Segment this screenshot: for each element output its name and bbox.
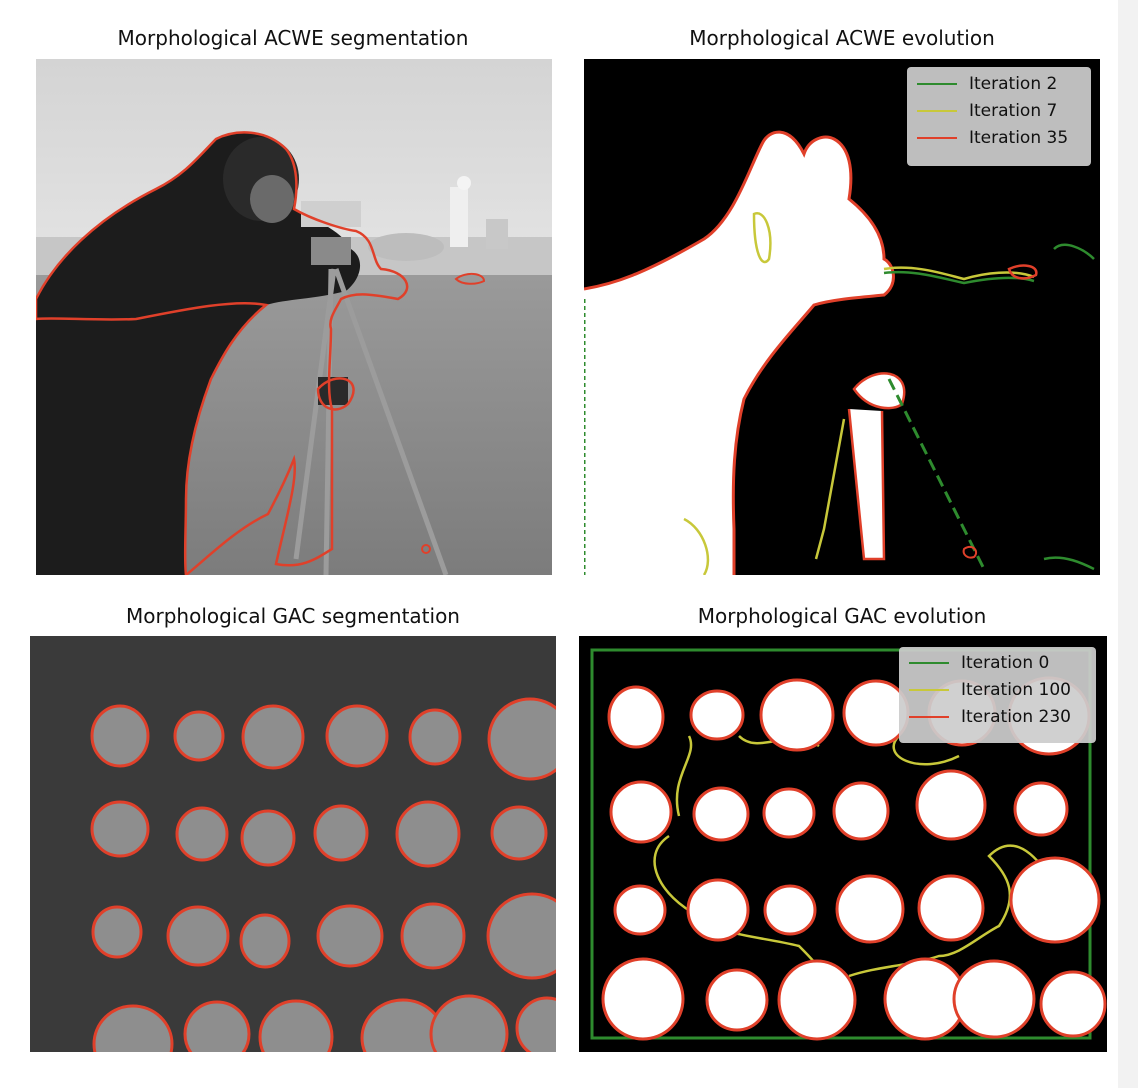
coin-contour — [431, 996, 507, 1052]
coin-mask — [609, 687, 663, 747]
coin-mask — [837, 876, 903, 942]
coin-mask — [764, 789, 814, 837]
coin-contour — [177, 808, 227, 860]
coin-contour — [327, 706, 387, 766]
coin-mask — [707, 970, 767, 1030]
coin-contour — [492, 807, 546, 859]
coin-contour — [168, 907, 228, 965]
coin-mask — [694, 788, 748, 840]
coin-contour — [410, 710, 460, 764]
legend-label: Iteration 2 — [969, 74, 1065, 94]
legend-swatch — [917, 137, 957, 139]
legend-label: Iteration 230 — [961, 707, 1079, 727]
coin-contour — [241, 915, 289, 967]
coin-mask — [1015, 783, 1067, 835]
coin-contour — [94, 1006, 172, 1052]
coin-contour — [175, 712, 223, 760]
legend-label: Iteration 0 — [961, 653, 1057, 673]
coin-mask — [919, 876, 983, 940]
coin-contour — [397, 802, 459, 866]
legend-entry: Iteration 35 — [907, 124, 1091, 151]
acwe-evolution-title: Morphological ACWE evolution — [689, 26, 995, 50]
coin-mask — [1011, 858, 1099, 942]
acwe-segmentation-image — [36, 59, 552, 575]
coin-mask — [834, 783, 888, 839]
coin-mask — [691, 691, 743, 739]
coin-contour — [402, 904, 464, 968]
legend-entry: Iteration 0 — [899, 649, 1096, 676]
coin-contour — [242, 811, 294, 865]
legend-entry: Iteration 230 — [899, 703, 1096, 730]
coin-contour — [318, 906, 382, 966]
gac-evolution-legend: Iteration 0 Iteration 100 Iteration 230 — [899, 647, 1096, 743]
window-edge-strip — [1118, 0, 1138, 1088]
coin-mask — [761, 680, 833, 750]
legend-swatch — [909, 662, 949, 664]
coin-contour — [517, 998, 556, 1052]
legend-entry: Iteration 2 — [907, 70, 1091, 97]
legend-label: Iteration 35 — [969, 128, 1076, 148]
coin-contour — [243, 706, 303, 768]
coin-mask — [615, 886, 665, 934]
coin-mask — [1041, 972, 1105, 1036]
coin-contour — [260, 1001, 332, 1052]
acwe-evolution-legend: Iteration 2 Iteration 7 Iteration 35 — [907, 67, 1091, 166]
coin-contour — [92, 802, 148, 856]
legend-label: Iteration 7 — [969, 101, 1065, 121]
legend-swatch — [917, 110, 957, 112]
legend-swatch — [909, 716, 949, 718]
gac-segmentation-title: Morphological GAC segmentation — [126, 604, 460, 628]
gac-evolution-title: Morphological GAC evolution — [698, 604, 987, 628]
coin-contour — [92, 706, 148, 766]
coin-mask — [688, 880, 748, 940]
coin-contour — [488, 894, 556, 978]
coin-contour — [489, 699, 556, 779]
legend-entry: Iteration 100 — [899, 676, 1096, 703]
coin-contour — [185, 1002, 249, 1052]
coin-mask — [603, 959, 683, 1039]
coin-contour — [315, 806, 367, 860]
legend-entry: Iteration 7 — [907, 97, 1091, 124]
coin-mask — [779, 961, 855, 1039]
coin-contour — [93, 907, 141, 957]
gac-segmentation-image — [30, 636, 556, 1052]
legend-swatch — [917, 83, 957, 85]
legend-label: Iteration 100 — [961, 680, 1079, 700]
coin-mask — [611, 782, 671, 842]
coin-mask — [917, 771, 985, 839]
coin-mask — [954, 961, 1034, 1037]
coin-mask — [765, 886, 815, 934]
legend-swatch — [909, 689, 949, 691]
acwe-segmentation-title: Morphological ACWE segmentation — [118, 26, 469, 50]
